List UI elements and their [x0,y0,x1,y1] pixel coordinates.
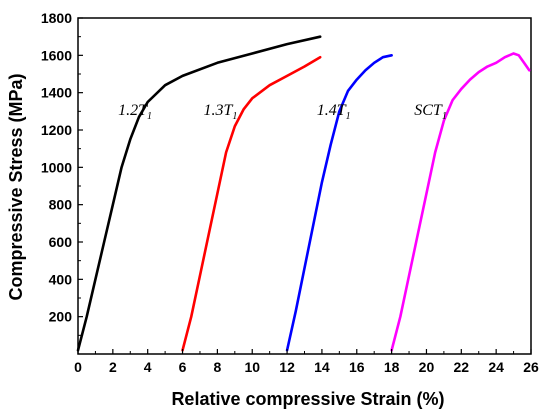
x-tick-label: 14 [314,359,330,375]
y-tick-label: 1400 [41,85,72,101]
series-label-main: 1.3T [203,102,233,119]
x-tick-label: 24 [488,359,504,375]
x-tick-label: 22 [454,359,470,375]
y-tick-label: 200 [49,309,73,325]
series-label-3: 1.4T1 [317,102,351,122]
plot-frame [77,17,532,355]
x-tick-label: 8 [213,359,221,375]
series-label-main: 1.2T [118,102,148,119]
x-tick-label: 4 [144,359,152,375]
series-label-subscript: 1 [346,111,351,122]
y-axis-title: Compressive Stress (MPa) [6,73,26,300]
series-label-subscript: 1 [147,111,152,122]
x-tick-label: 0 [74,359,82,375]
x-tick-label: 6 [179,359,187,375]
series-label-4: SCT1 [414,102,447,122]
series-line-2 [181,55,322,352]
x-tick-label: 20 [419,359,435,375]
x-tick-label: 2 [109,359,117,375]
x-tick-label: 12 [279,359,295,375]
x-tick-label: 16 [349,359,365,375]
y-tick-label: 800 [49,197,73,213]
y-tick-label: 1200 [41,122,72,138]
series-label-1: 1.2T1 [118,102,152,122]
x-tick-label: 18 [384,359,400,375]
y-tick-label: 1800 [41,10,72,26]
series-line-4 [390,52,531,352]
y-tick-label: 400 [49,271,73,287]
series-label-main: SCT [414,102,443,119]
series-label-subscript: 1 [232,111,237,122]
x-tick-label: 26 [523,359,539,375]
y-tick-label: 1000 [41,159,72,175]
x-axis-title: Relative compressive Strain (%) [171,389,444,409]
series-line-3 [285,54,393,352]
series-label-main: 1.4T [317,102,347,119]
y-tick-label: 600 [49,234,73,250]
series-label-subscript: 1 [442,111,447,122]
series-label-2: 1.3T1 [203,102,237,122]
x-tick-label: 10 [244,359,260,375]
series-line-1 [76,35,322,352]
y-tick-label: 1600 [41,47,72,63]
